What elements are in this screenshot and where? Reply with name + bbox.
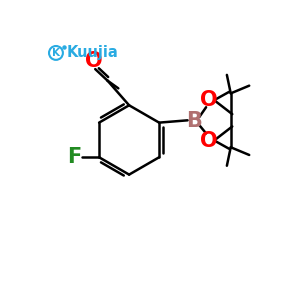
Text: O: O: [200, 89, 218, 110]
Text: Kuujia: Kuujia: [67, 45, 118, 60]
Text: F: F: [67, 147, 82, 167]
Text: O: O: [200, 131, 218, 151]
Text: K: K: [52, 48, 60, 58]
Text: O: O: [85, 51, 103, 71]
Text: B: B: [186, 111, 202, 131]
